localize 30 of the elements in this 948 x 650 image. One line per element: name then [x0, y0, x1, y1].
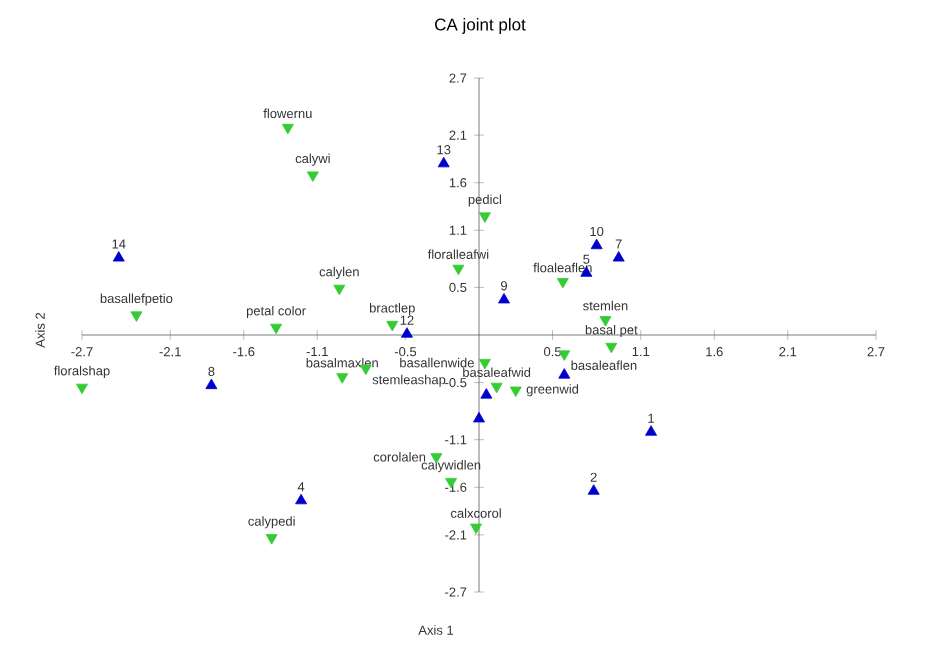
point — [558, 368, 571, 379]
point — [281, 123, 294, 135]
point — [401, 327, 413, 338]
point — [470, 523, 482, 535]
point — [270, 323, 283, 335]
point — [437, 156, 450, 168]
point — [556, 278, 569, 289]
point — [265, 534, 278, 545]
point — [76, 383, 88, 395]
point — [306, 171, 319, 182]
point — [590, 238, 603, 250]
point — [480, 388, 493, 399]
point — [112, 251, 125, 262]
point — [333, 284, 346, 296]
point — [473, 411, 485, 423]
point — [386, 320, 399, 332]
point — [587, 484, 600, 495]
point — [490, 382, 503, 394]
point — [295, 493, 308, 505]
point — [205, 378, 218, 390]
point — [645, 425, 657, 436]
point — [612, 251, 625, 262]
chart-title: CA joint plot — [435, 18, 526, 34]
point — [605, 342, 618, 354]
point — [478, 212, 491, 223]
point — [498, 292, 510, 304]
point — [452, 264, 465, 276]
point — [509, 386, 522, 398]
point — [130, 311, 143, 322]
point — [336, 373, 349, 384]
